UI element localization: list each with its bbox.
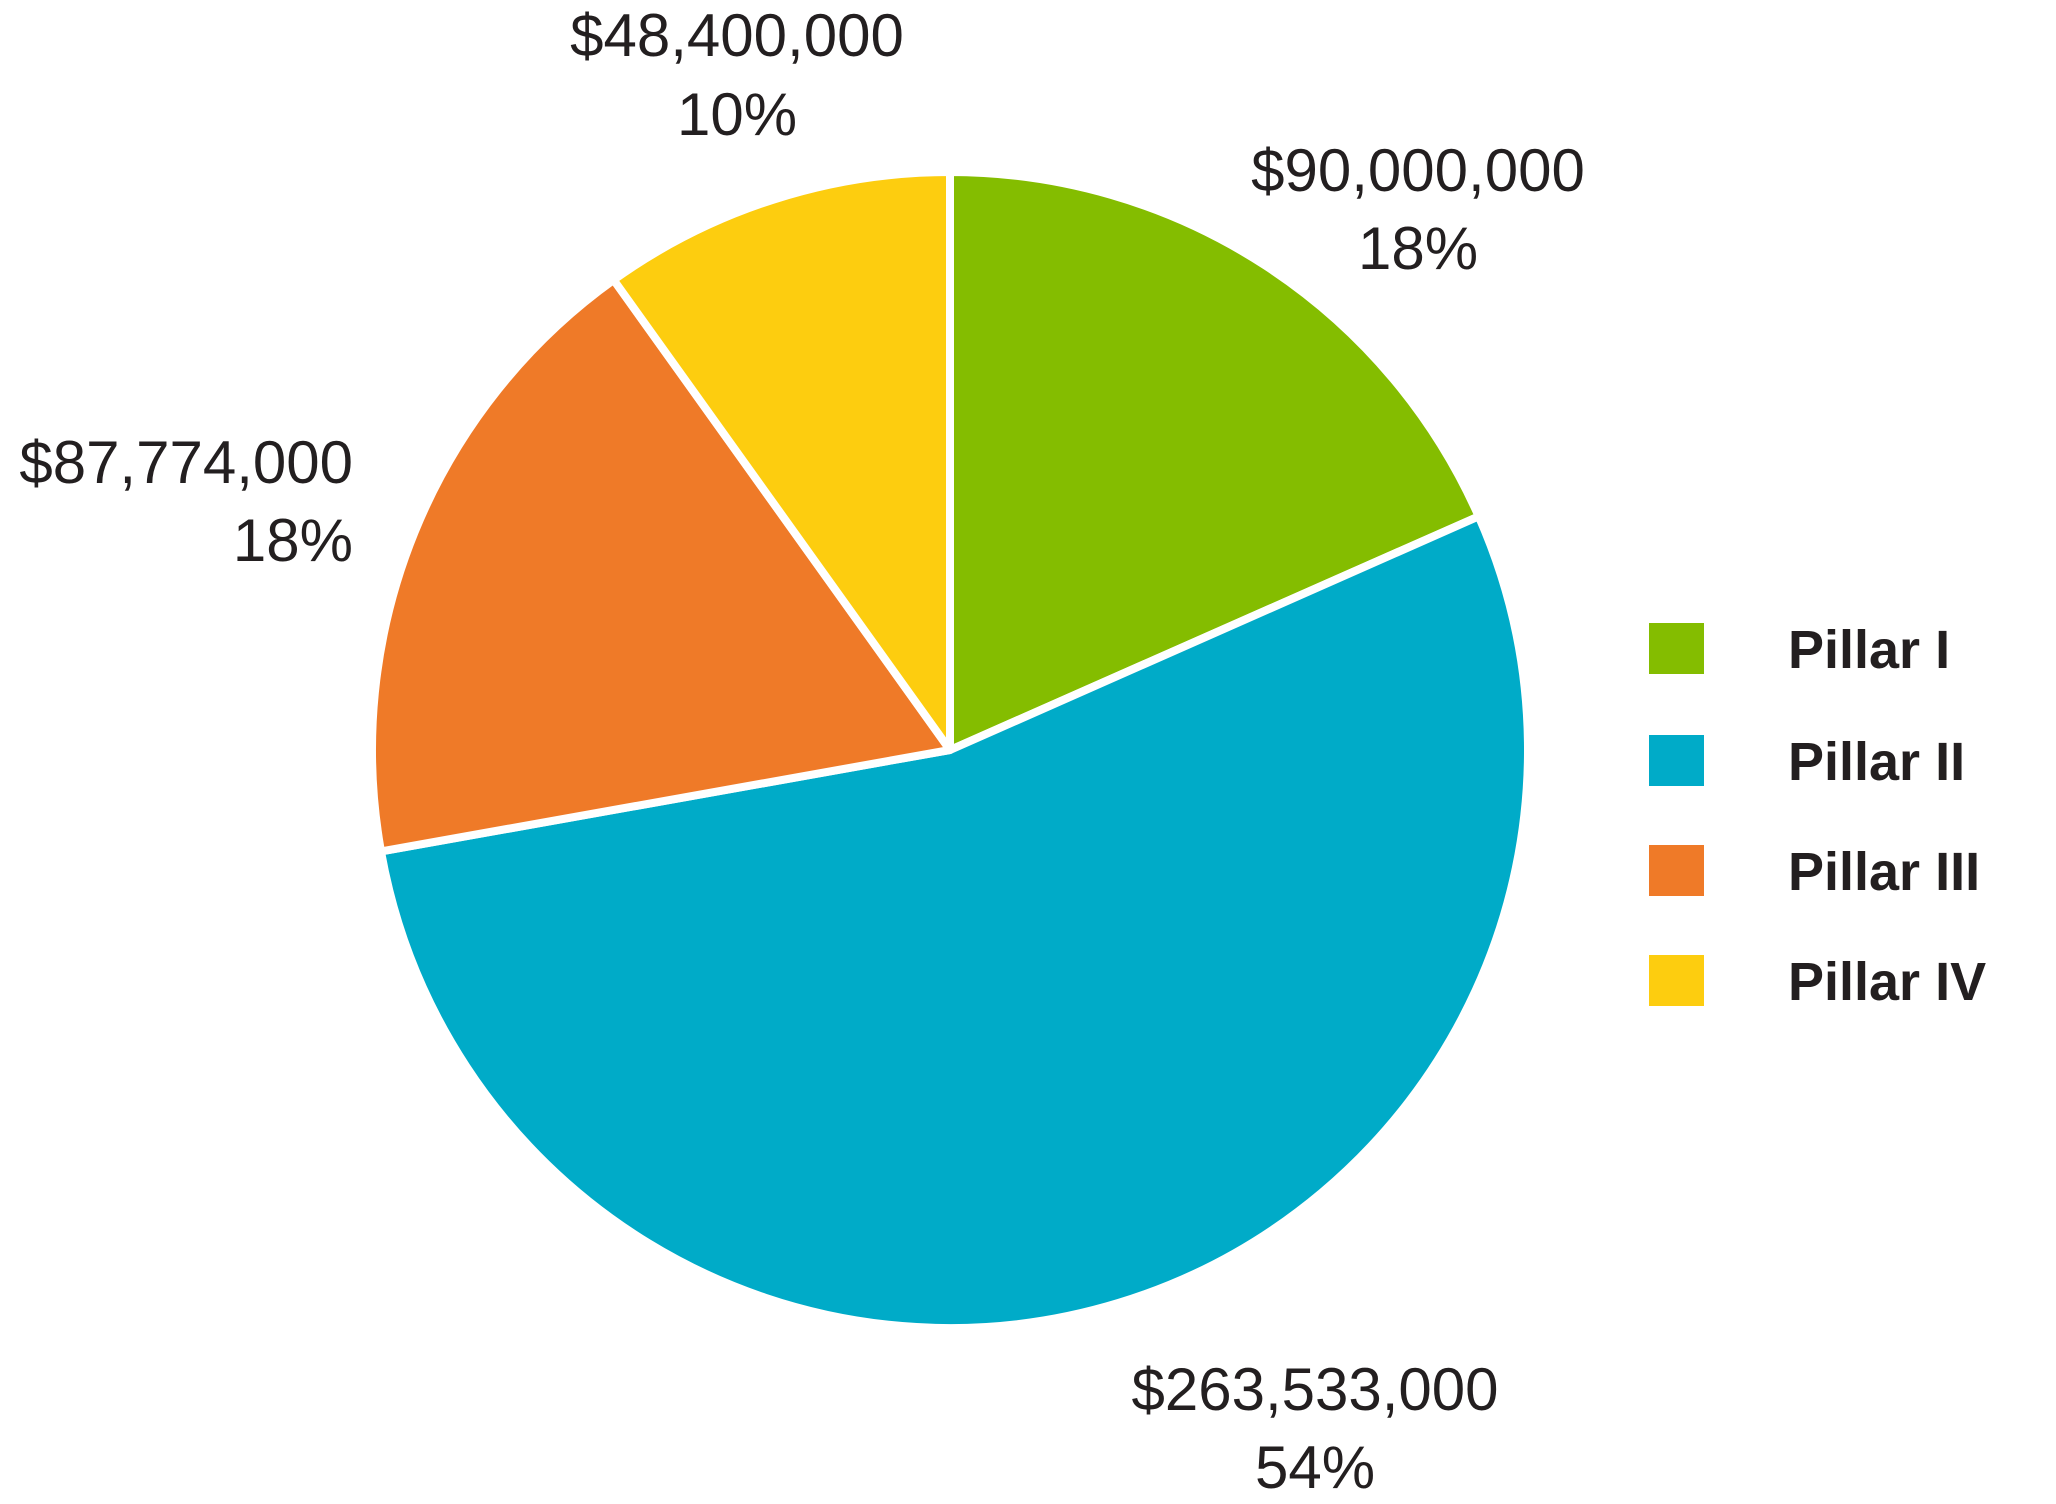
slice-label-pillar-iv: $48,400,000 10% — [570, 2, 904, 148]
legend-swatch — [1649, 735, 1704, 786]
pie-slice-pillar-iii — [368, 275, 954, 856]
slice-label-pillar-iii: $87,774,000 18% — [19, 429, 353, 574]
legend-label: Pillar II — [1788, 732, 1965, 792]
slice-label-pillar-i: $90,000,000 18% — [1251, 137, 1585, 282]
slice-value-label: $48,400,000 — [570, 2, 904, 69]
pie-slice-pillar-iv — [609, 168, 954, 754]
legend-label: Pillar III — [1788, 842, 1980, 902]
slice-percent-label: 18% — [233, 507, 353, 574]
pie-slice-pillar-ii — [376, 512, 1533, 1332]
pie-slice-pillar-i — [946, 168, 1483, 754]
slice-value-label: $87,774,000 — [19, 429, 353, 496]
slice-percent-label: 54% — [1255, 1434, 1375, 1501]
slice-percent-label: 10% — [677, 81, 797, 148]
slice-value-label: $263,533,000 — [1131, 1356, 1498, 1423]
legend-item-pillar-iv: Pillar IV — [1649, 952, 1986, 1012]
legend-swatch — [1649, 623, 1704, 674]
legend-swatch — [1649, 955, 1704, 1006]
legend-label: Pillar I — [1788, 620, 1950, 680]
legend-label: Pillar IV — [1788, 952, 1986, 1012]
slice-label-pillar-ii: $263,533,000 54% — [1131, 1356, 1498, 1501]
legend-swatch — [1649, 845, 1704, 896]
legend: Pillar I Pillar II Pillar III Pillar IV — [1649, 620, 1986, 1012]
slice-value-label: $90,000,000 — [1251, 137, 1585, 204]
legend-item-pillar-i: Pillar I — [1649, 620, 1950, 680]
slice-percent-label: 18% — [1358, 215, 1478, 282]
legend-item-pillar-ii: Pillar II — [1649, 732, 1965, 792]
pie-slices — [368, 168, 1533, 1332]
legend-item-pillar-iii: Pillar III — [1649, 842, 1980, 902]
